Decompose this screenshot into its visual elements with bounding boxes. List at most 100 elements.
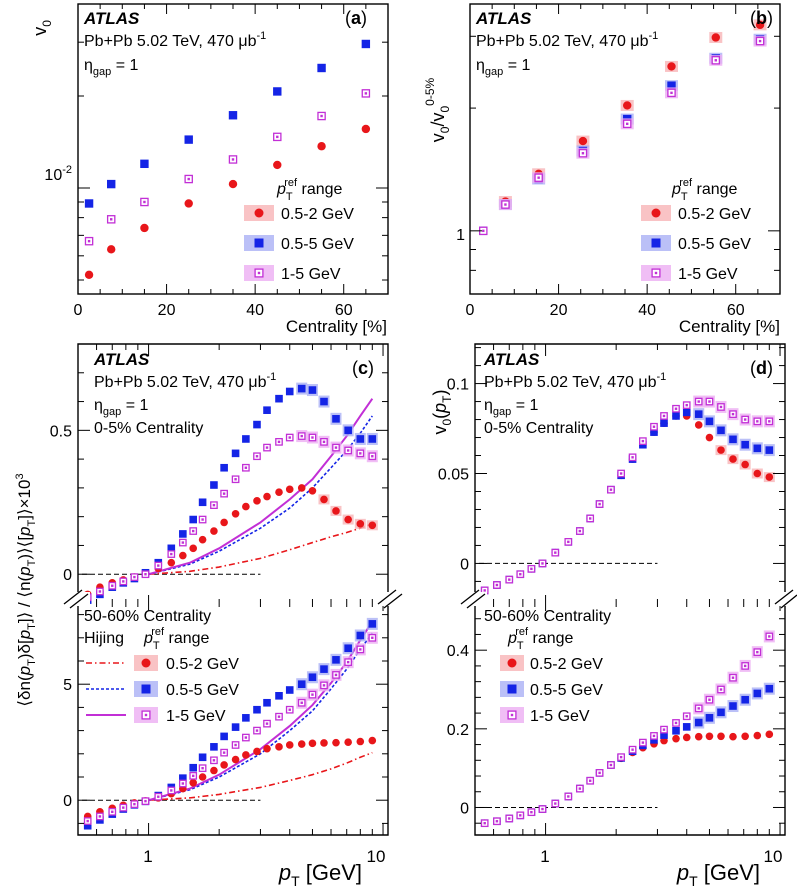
data-point-3-center	[157, 564, 160, 567]
xtick-label: 0	[74, 302, 83, 319]
data-point-3-center	[231, 158, 235, 161]
data-point-3-center	[111, 810, 114, 813]
data-point-3-center	[122, 806, 125, 809]
hijing-curve-2	[148, 415, 373, 575]
data-point-3-center	[244, 466, 248, 469]
data-point-3-center	[554, 802, 557, 805]
data-point-2	[650, 736, 658, 744]
data-point-1	[263, 492, 271, 501]
data-point-3-center	[541, 562, 544, 565]
xlabel-c: pT [GeV]	[278, 860, 362, 889]
data-point-2	[167, 544, 176, 553]
data-point-1	[220, 518, 228, 527]
data-point-3-center	[674, 721, 678, 725]
legend-label-2: 0.5-5 GeV	[166, 682, 239, 699]
data-point-1	[189, 779, 198, 787]
panel-b-marks	[479, 19, 767, 236]
data-point-2	[650, 428, 658, 436]
data-point-1	[231, 755, 240, 764]
data-point-1	[84, 270, 94, 280]
data-point-1	[320, 739, 328, 747]
data-point-2	[368, 435, 377, 443]
data-point-2	[308, 386, 317, 394]
legend-label-3: 1-5 GeV	[678, 266, 738, 283]
data-point-2	[189, 515, 198, 524]
data-point-3-center	[277, 440, 281, 444]
data-point-2	[228, 111, 238, 120]
data-point-2	[184, 135, 193, 144]
data-point-3-center	[288, 708, 291, 711]
data-point-3-center	[719, 688, 723, 691]
data-point-3-center	[201, 518, 204, 521]
data-point-1	[705, 732, 714, 741]
data-point-2	[275, 692, 283, 700]
data-point-2	[356, 435, 365, 443]
data-point-3-center	[111, 584, 114, 587]
data-point-1	[361, 124, 371, 134]
data-point-1	[765, 473, 774, 481]
data-point-1	[140, 223, 149, 233]
data-point-2	[765, 446, 774, 454]
data-point-2	[231, 449, 240, 458]
atlas-label-a: ATLAS	[83, 9, 140, 28]
data-point-3-center	[346, 449, 350, 452]
data-point-1	[741, 732, 749, 741]
data-point-3-center	[346, 660, 350, 664]
data-point-1	[729, 455, 737, 463]
data-point-1	[705, 433, 714, 442]
data-point-3-center	[768, 635, 771, 638]
data-point-3-center	[731, 676, 735, 679]
data-point-2	[231, 723, 240, 731]
data-point-2	[660, 731, 668, 739]
data-point-1	[285, 741, 294, 749]
data-point-2	[198, 498, 207, 507]
ytick-label: 0	[460, 800, 469, 817]
data-point-3-center	[133, 575, 136, 579]
data-point-3-center	[212, 759, 216, 762]
data-point-1	[308, 739, 317, 748]
data-point-1	[184, 199, 193, 208]
data-point-2	[344, 644, 352, 653]
centrality-upper-c: 0-5% Centrality	[94, 420, 203, 437]
xtick-10-d: 10	[764, 847, 783, 866]
data-point-1	[308, 486, 317, 495]
panel-d-ticks: 0 0.05 0.1 0 0.2 0.4	[438, 344, 785, 835]
data-point-3-center	[371, 636, 374, 639]
legend-label-1: 0.5-2 GeV	[530, 656, 603, 673]
data-point-3-center	[110, 218, 113, 221]
legend-marker-3-center	[654, 271, 658, 275]
data-point-3-center	[537, 176, 540, 179]
data-point-3-center	[578, 529, 582, 533]
legend-label-2: 0.5-5 GeV	[281, 236, 354, 253]
data-point-3-center	[685, 715, 688, 718]
data-point-2	[717, 426, 725, 435]
data-point-3-center	[133, 802, 136, 806]
data-point-1	[344, 515, 352, 524]
data-point-3-center	[581, 152, 585, 155]
data-point-2	[179, 530, 187, 538]
data-point-3-center	[589, 779, 592, 782]
legend-marker-1	[507, 658, 517, 668]
data-point-3-center	[359, 452, 362, 455]
data-point-3-center	[567, 540, 570, 544]
data-point-2	[198, 753, 207, 762]
data-point-3-center	[743, 418, 747, 421]
data-point-3-center	[144, 799, 147, 803]
data-point-1	[356, 737, 365, 746]
eta-label-c: ηgap = 1	[94, 397, 149, 418]
data-point-1	[753, 731, 762, 740]
data-point-3-center	[311, 436, 314, 439]
data-point-3-center	[234, 743, 237, 747]
xlabel-d: pT [GeV]	[676, 860, 760, 889]
data-point-1	[275, 743, 283, 751]
data-point-2	[83, 821, 92, 830]
data-point-3-center	[170, 789, 173, 792]
ytick-label-a: 10-2	[44, 164, 72, 184]
data-point-3-center	[143, 200, 146, 204]
data-point-3-center	[578, 787, 582, 790]
data-point-3-center	[708, 698, 711, 701]
data-point-2	[682, 723, 691, 731]
data-point-3-center	[157, 795, 160, 798]
panel-a: 0 20 40 60 ATLAS Pb+Pb 5.02 TeV, 470 μb-1 η…	[30, 3, 389, 336]
data-point-3-center	[619, 755, 623, 759]
